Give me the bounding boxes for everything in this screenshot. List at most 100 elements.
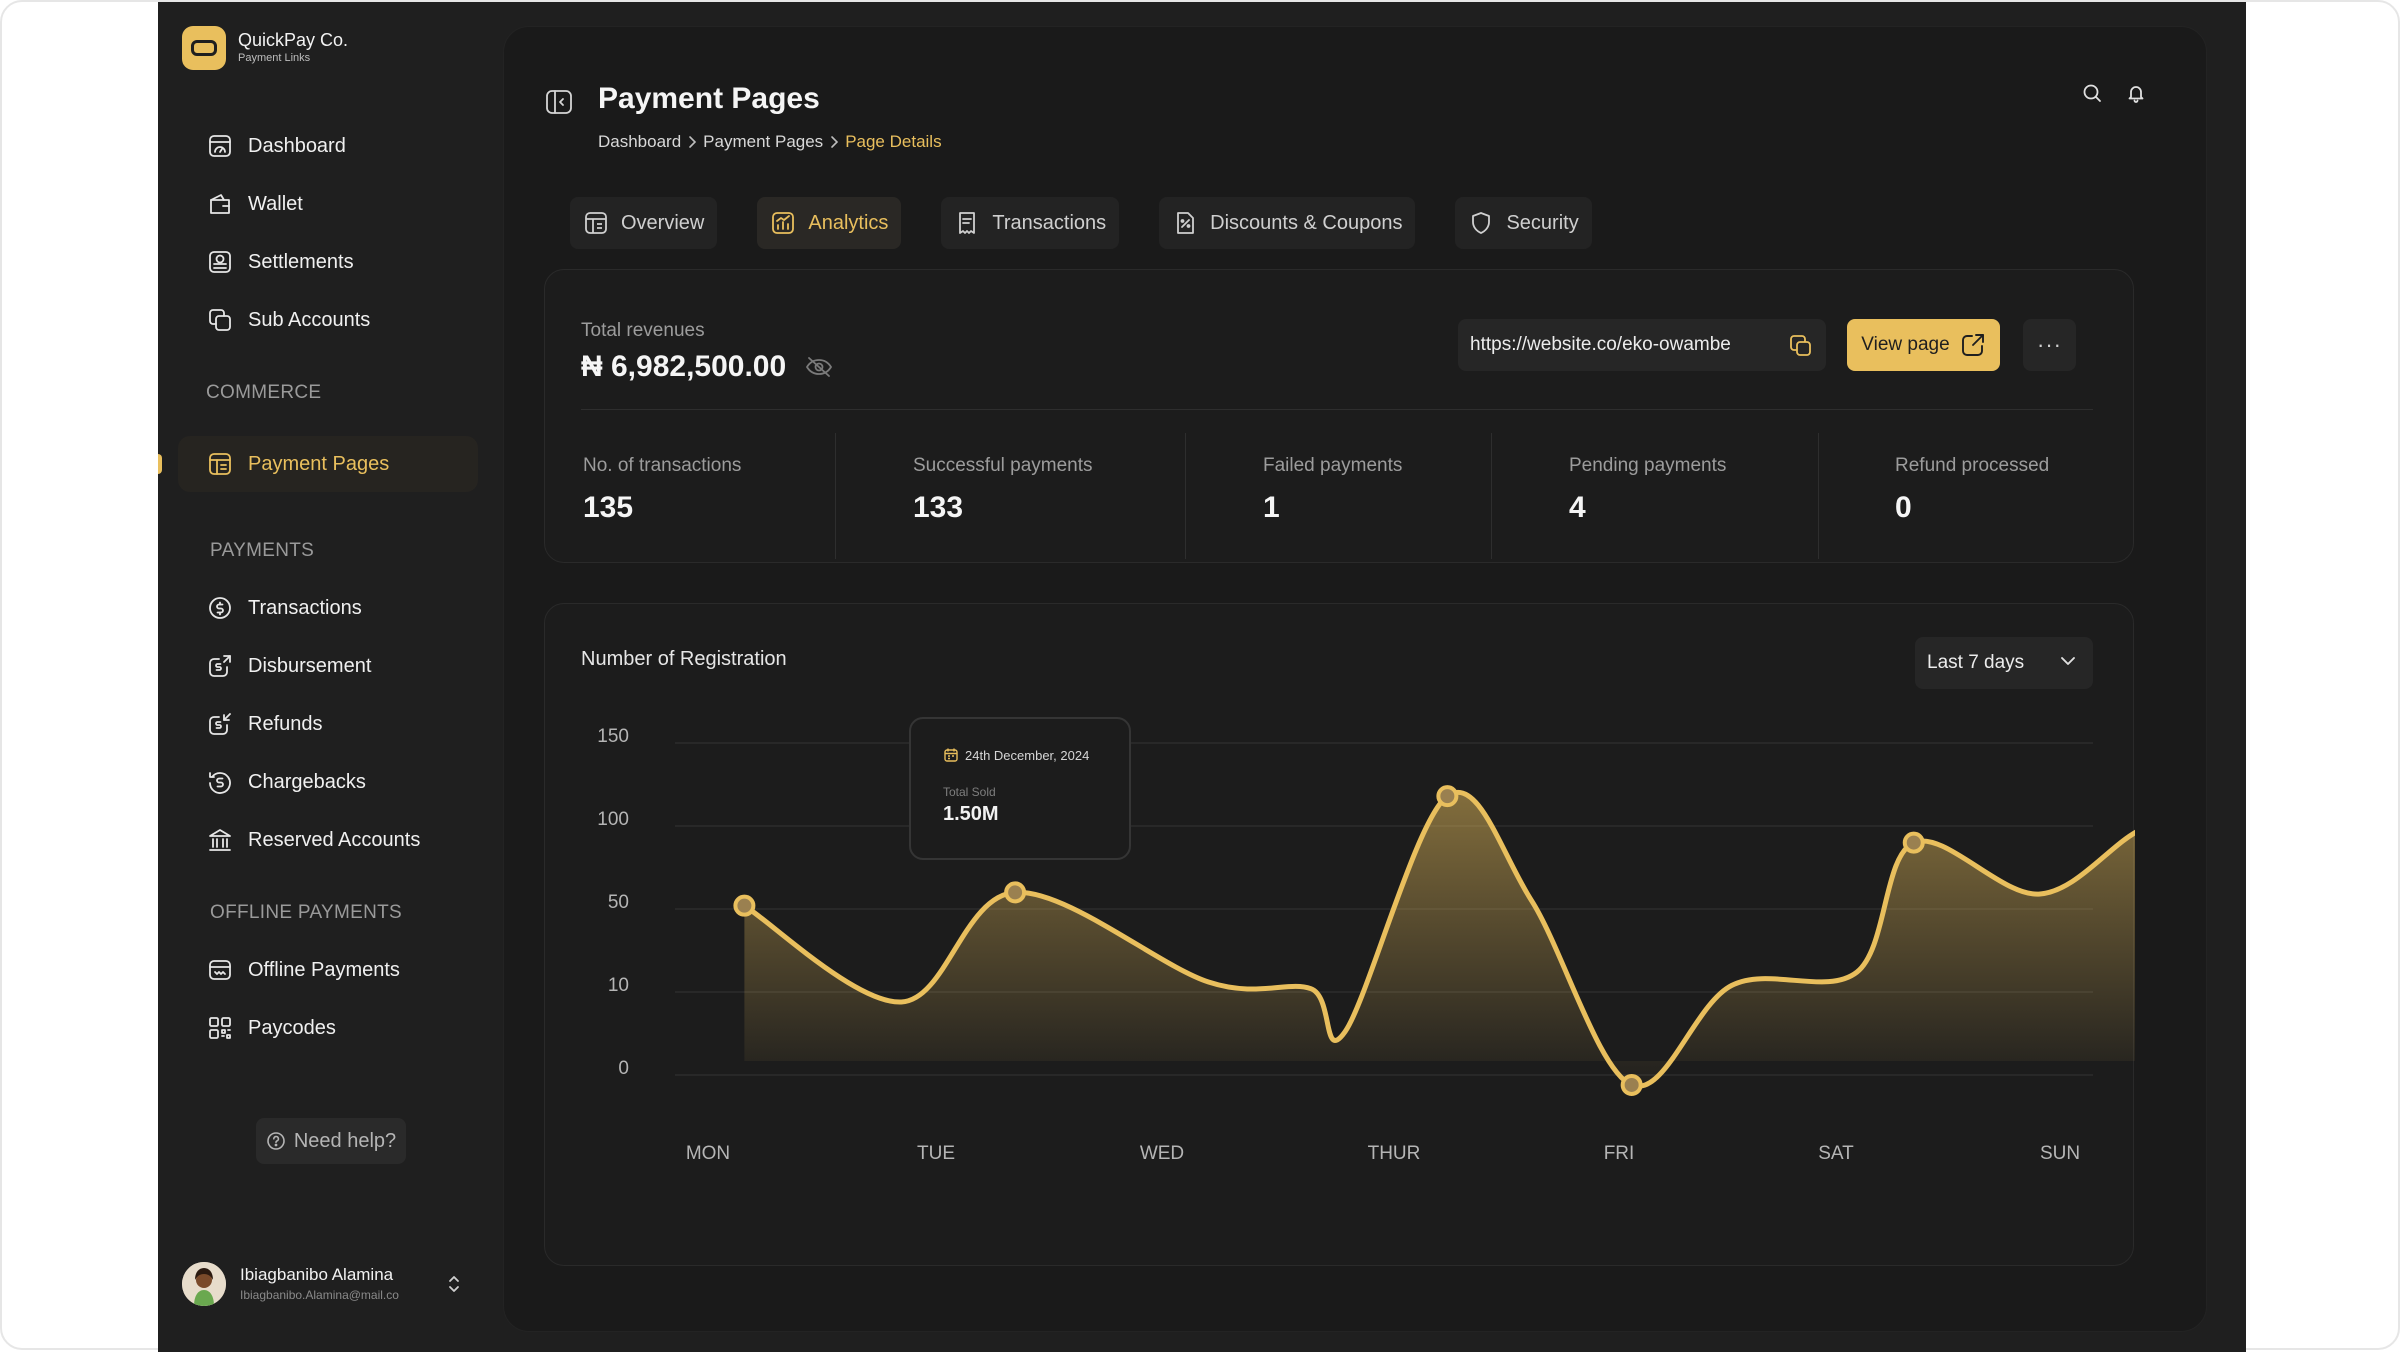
sidebar-item-label: Payment Pages xyxy=(248,452,390,475)
data-point-marker xyxy=(1436,785,1459,808)
sidebar-item-label: Refunds xyxy=(248,712,323,735)
help-circle-icon xyxy=(266,1131,286,1151)
sidebar-item-reserved-accounts[interactable]: Reserved Accounts xyxy=(178,812,478,868)
chart-tooltip: 24th December, 2024 Total Sold 1.50M xyxy=(909,717,1131,860)
stat-value: 1 xyxy=(1263,491,1280,524)
tooltip-value: 1.50M xyxy=(943,803,999,825)
stat-failed-payments: Failed payments 1 xyxy=(1263,455,1402,525)
sidebar-item-sub-accounts[interactable]: Sub Accounts xyxy=(178,292,478,348)
stat-label: Successful payments xyxy=(913,455,1093,476)
section-label-payments: PAYMENTS xyxy=(210,540,315,561)
sidebar-item-wallet[interactable]: Wallet xyxy=(178,176,478,232)
bell-icon[interactable] xyxy=(2126,83,2146,108)
chart-title: Number of Registration xyxy=(581,648,787,670)
data-point-marker xyxy=(1004,881,1027,904)
page-url-field[interactable]: https://website.co/eko-owambe xyxy=(1458,319,1826,371)
copy-icon[interactable] xyxy=(1788,333,1814,359)
tab-label: Security xyxy=(1506,211,1579,234)
stat-value: 133 xyxy=(913,491,964,524)
more-options-button[interactable]: ··· xyxy=(2023,319,2076,371)
sidebar-toggle-icon[interactable] xyxy=(544,87,574,117)
sidebar-item-disbursement[interactable]: Disbursement xyxy=(178,638,478,694)
user-email: Ibiagbanibo.Alamina@mail.co xyxy=(240,1288,399,1302)
breadcrumb-item-page-details: Page Details xyxy=(845,132,942,151)
sidebar-item-label: Paycodes xyxy=(248,1016,336,1039)
tab-analytics[interactable]: Analytics xyxy=(757,197,902,249)
sidebar-item-dashboard[interactable]: Dashboard xyxy=(178,118,478,174)
divider xyxy=(1818,433,1819,559)
sidebar-item-settlements[interactable]: Settlements xyxy=(178,234,478,290)
stat-successful-payments: Successful payments 133 xyxy=(913,455,1093,525)
chevron-up-down-icon[interactable] xyxy=(446,1272,462,1296)
sidebar-item-transactions[interactable]: Transactions xyxy=(178,580,478,636)
user-name: Ibiagbanibo Alamina xyxy=(240,1265,394,1284)
page-title: Payment Pages xyxy=(598,82,820,115)
y-tick-label: 100 xyxy=(597,809,629,830)
tooltip-date: 24th December, 2024 xyxy=(943,747,1089,763)
y-tick-label: 50 xyxy=(608,892,629,913)
main-panel: Payment Pages Dashboard Payment Pages Pa… xyxy=(503,26,2207,1332)
divider xyxy=(1491,433,1492,559)
sidebar-item-payment-pages[interactable]: Payment Pages xyxy=(178,436,478,492)
tab-security[interactable]: Security xyxy=(1455,197,1592,249)
stat-label: Failed payments xyxy=(1263,455,1403,476)
bank-icon xyxy=(206,826,234,854)
tab-discounts-coupons[interactable]: Discounts & Coupons xyxy=(1159,197,1416,249)
refunds-icon xyxy=(206,710,234,738)
page-url-text: https://website.co/eko-owambe xyxy=(1470,334,1731,355)
total-revenues-value: ₦ 6,982,500.00 xyxy=(581,350,834,384)
overview-icon xyxy=(583,210,609,236)
chevron-right-icon xyxy=(687,135,697,149)
sidebar-item-label: Chargebacks xyxy=(248,770,366,793)
x-tick-label: MON xyxy=(686,1143,730,1164)
chevron-right-icon xyxy=(829,135,839,149)
calendar-icon xyxy=(943,747,959,763)
divider xyxy=(835,433,836,559)
y-tick-label: 10 xyxy=(608,975,629,996)
discount-icon xyxy=(1172,210,1198,236)
tab-label: Analytics xyxy=(808,211,889,234)
sidebar-item-offline-payments[interactable]: Offline Payments xyxy=(178,942,478,998)
brand[interactable]: QuickPay Co. Payment Links xyxy=(182,26,348,70)
series-line xyxy=(741,790,2135,1089)
divider xyxy=(581,409,2093,410)
chargebacks-icon xyxy=(206,768,234,796)
sidebar-item-label: Offline Payments xyxy=(248,958,400,981)
view-page-button[interactable]: View page xyxy=(1847,319,2000,371)
eye-off-icon[interactable] xyxy=(804,355,834,379)
need-help-label: Need help? xyxy=(293,1129,397,1152)
sidebar-item-label: Settlements xyxy=(248,250,354,273)
tooltip-label: Total Sold xyxy=(943,785,996,799)
sidebar-item-chargebacks[interactable]: Chargebacks xyxy=(178,754,478,810)
tab-overview[interactable]: Overview xyxy=(570,197,718,249)
header-actions xyxy=(2082,83,2146,108)
sidebar-item-refunds[interactable]: Refunds xyxy=(178,696,478,752)
series-area xyxy=(744,792,2135,1087)
stat-value: 0 xyxy=(1895,491,1912,524)
offline-payments-icon xyxy=(206,956,234,984)
stat-label: Pending payments xyxy=(1569,455,1727,476)
user-profile[interactable]: Ibiagbanibo Alamina Ibiagbanibo.Alamina@… xyxy=(182,1260,482,1308)
divider xyxy=(1185,433,1186,559)
breadcrumb-item-dashboard[interactable]: Dashboard xyxy=(598,132,682,151)
settlements-icon xyxy=(206,248,234,276)
x-tick-label: WED xyxy=(1140,1143,1184,1164)
analytics-icon xyxy=(770,210,796,236)
dollar-coin-icon xyxy=(206,594,234,622)
stat-pending-payments: Pending payments 4 xyxy=(1569,455,1726,525)
search-icon[interactable] xyxy=(2082,83,2102,108)
date-range-select[interactable]: Last 7 days xyxy=(1915,637,2093,689)
breadcrumb: Dashboard Payment Pages Page Details xyxy=(598,132,942,152)
sidebar-item-paycodes[interactable]: Paycodes xyxy=(178,1000,478,1056)
x-tick-label: SAT xyxy=(1818,1143,1854,1164)
sidebar-item-label: Dashboard xyxy=(248,134,346,157)
revenue-amount: ₦ 6,982,500.00 xyxy=(581,350,787,383)
sub-accounts-icon xyxy=(206,306,234,334)
breadcrumb-item-payment-pages[interactable]: Payment Pages xyxy=(703,132,824,151)
data-point-marker xyxy=(733,894,756,917)
tab-transactions[interactable]: Transactions xyxy=(941,197,1120,249)
need-help-button[interactable]: Need help? xyxy=(256,1118,406,1164)
sidebar-item-label: Wallet xyxy=(248,192,303,215)
sidebar-item-label: Transactions xyxy=(248,596,362,619)
